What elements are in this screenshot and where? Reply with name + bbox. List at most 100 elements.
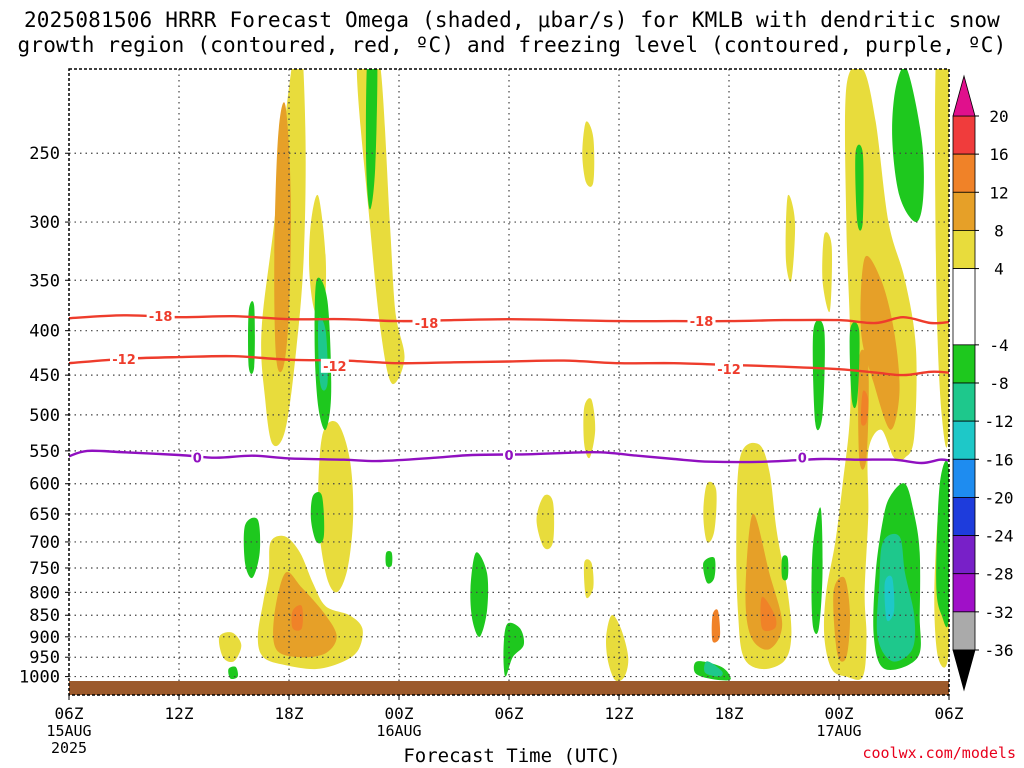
colorbar-label: -32 (985, 603, 1014, 622)
y-tick-label: 650 (29, 505, 60, 525)
contour-line (69, 354, 949, 377)
omega-region (243, 517, 261, 579)
x-tick-label: 00Z (385, 704, 414, 723)
contour-label-bg (146, 309, 175, 324)
y-tick-label: 900 (29, 628, 60, 648)
colorbar-bin (952, 344, 976, 384)
x-tick-label: 06Z (55, 704, 84, 723)
omega-region (248, 301, 255, 374)
contour-label-bg (687, 314, 716, 329)
colorbar-label: -20 (985, 488, 1014, 507)
colorbar-bin (952, 268, 976, 346)
omega-region (218, 632, 242, 663)
colorbar-label: -8 (989, 374, 1008, 393)
omega-region (704, 661, 723, 677)
omega-region (860, 255, 900, 430)
omega-region (583, 559, 594, 599)
colorbar-bin (952, 191, 976, 231)
y-tick-label: 450 (29, 366, 60, 386)
contour-label: -18 (690, 315, 714, 330)
omega-region (470, 552, 489, 637)
y-tick-label: 550 (29, 442, 60, 462)
omega-region (936, 460, 949, 628)
y-tick-label: 800 (29, 583, 60, 603)
colorbar-label: -4 (989, 336, 1008, 355)
omega-region (536, 494, 555, 550)
colorbar-bin (952, 497, 976, 536)
omega-region (785, 194, 796, 282)
contour-label: -18 (415, 317, 439, 332)
y-tick-label: 750 (29, 559, 60, 579)
omega-region (385, 550, 393, 568)
y-tick-label: 300 (29, 213, 60, 233)
y-tick-label: 500 (29, 406, 60, 426)
omega-region (703, 556, 716, 584)
x-year-label: 2025 (51, 739, 87, 757)
y-tick-label: 400 (29, 322, 60, 342)
y-tick-label: 1000 (19, 668, 60, 688)
y-tick-label: 350 (29, 271, 60, 291)
y-tick-label: 250 (29, 144, 60, 164)
omega-region (703, 481, 717, 543)
colorbar-bin (952, 611, 976, 651)
contour-label: 0 (798, 452, 807, 467)
omega-region (884, 575, 895, 622)
x-date-label: 17AUG (816, 722, 861, 740)
contour-label: -18 (149, 310, 173, 325)
colorbar-over-arrow (952, 74, 976, 117)
colorbar-bin (952, 230, 976, 269)
x-tick-label: 18Z (715, 704, 744, 723)
ground-surface-band (69, 681, 949, 695)
colorbar-label: 4 (994, 260, 1004, 279)
omega-region (823, 69, 917, 680)
colorbar-bin (952, 458, 976, 498)
contour-label: -12 (112, 353, 136, 368)
omega-region (822, 232, 833, 313)
omega-region (855, 144, 864, 231)
omega-region (876, 533, 916, 662)
contour-lines: -18 -18 -18 -12 -12 -12 0 0 0 (69, 309, 949, 467)
colorbar-label: 16 (989, 145, 1008, 164)
contour-label: 0 (193, 452, 202, 467)
omega-region (892, 69, 924, 223)
x-axis-title: Forecast Time (UTC) (403, 745, 621, 767)
y-tick-label: 700 (29, 533, 60, 553)
contour-label-bg (412, 316, 441, 331)
contour-label-bg (191, 450, 204, 465)
x-date-label: 16AUG (376, 722, 421, 740)
omega-region (934, 69, 949, 448)
contour-label: -12 (717, 363, 741, 378)
contour-label-bg (796, 450, 809, 465)
omega-region (228, 666, 239, 679)
x-tick-label: 12Z (165, 704, 194, 723)
omega-shading (218, 69, 949, 682)
contour-label: 0 (504, 449, 513, 464)
chart-title-line-2: growth region (contoured, red, ºC) and f… (17, 33, 1007, 57)
contour-label-bg (503, 447, 515, 462)
colorbar-under-arrow (952, 649, 976, 692)
x-tick-label: 06Z (935, 704, 964, 723)
omega-region (833, 576, 851, 662)
site-credit: coolwx.com/models (862, 744, 1016, 762)
colorbar-label: -12 (985, 412, 1014, 431)
contour-label-bg (110, 351, 138, 366)
omega-region (318, 421, 354, 593)
y-axis-ticks: 2503003504004505005506006507007508008509… (19, 144, 69, 688)
x-tick-label: 00Z (825, 704, 854, 723)
chart-title-line-1: 2025081506 HRRR Forecast Omega (shaded, … (23, 8, 1001, 32)
colorbar-label: 20 (989, 107, 1008, 126)
omega-region (583, 398, 596, 459)
contour-label: -12 (323, 360, 347, 375)
colorbar-label: -36 (985, 641, 1014, 660)
omega-region (760, 596, 777, 632)
colorbar-bin (952, 535, 976, 575)
x-tick-label: 18Z (275, 704, 304, 723)
contour-line (69, 449, 949, 465)
colorbar-label: -16 (985, 450, 1014, 469)
omega-region (291, 605, 303, 631)
x-tick-label: 12Z (605, 704, 634, 723)
plot-background (69, 69, 949, 695)
colorbar-bin (952, 115, 976, 155)
y-tick-label: 600 (29, 475, 60, 495)
